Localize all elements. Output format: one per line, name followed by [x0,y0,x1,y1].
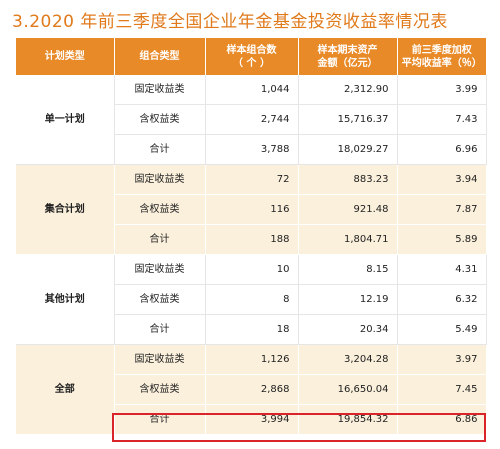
row-rate: 6.32 [397,284,487,315]
row-assets: 20.34 [298,314,398,345]
row-assets: 18,029.27 [298,134,398,165]
row-assets: 883.23 [298,164,398,195]
group-label-single: 单一计划 [16,75,115,165]
row-count: 1,126 [205,344,299,375]
row-rate: 7.45 [397,374,487,405]
header-plan-type: 计划类型 [16,38,115,75]
row-assets: 2,312.90 [298,75,398,105]
row-rate: 6.96 [397,134,487,165]
table-row: 含权益类 8 12.19 6.32 [16,284,487,315]
row-assets: 19,854.32 [298,404,398,435]
table-row: 含权益类 2,868 16,650.04 7.45 [16,374,487,405]
row-assets: 921.48 [298,194,398,225]
header-weighted-return-line2: 平均收益率（％） [401,57,482,69]
row-count: 3,788 [205,134,299,165]
row-assets: 15,716.37 [298,104,398,135]
row-type: 含权益类 [114,284,206,315]
row-type: 合计 [114,224,206,255]
row-type: 合计 [114,404,206,435]
header-sample-assets-line2: 金额（亿元） [317,57,378,69]
row-count: 188 [205,224,299,255]
header-weighted-return-line1: 前三季度加权 [411,44,472,56]
row-type: 含权益类 [114,194,206,225]
row-rate: 3.99 [397,75,487,105]
row-type: 固定收益类 [114,75,206,105]
header-sample-count-line2: （ 个 ） [233,57,270,69]
row-count: 2,868 [205,374,299,405]
row-assets: 16,650.04 [298,374,398,405]
row-rate: 7.43 [397,104,487,135]
row-count: 116 [205,194,299,225]
row-assets: 3,204.28 [298,344,398,375]
row-count: 1,044 [205,75,299,105]
row-type: 含权益类 [114,104,206,135]
header-sample-assets-line1: 样本期末资产 [317,44,378,56]
row-assets: 8.15 [298,254,398,285]
row-count: 2,744 [205,104,299,135]
row-rate: 3.97 [397,344,487,375]
table-row: 其他计划 固定收益类 10 8.15 4.31 [16,254,487,345]
row-count: 10 [205,254,299,285]
row-type: 合计 [114,314,206,345]
table-row: 合计 3,788 18,029.27 6.96 [16,134,487,165]
header-sample-assets: 样本期末资产 金额（亿元） [298,38,398,75]
row-count: 72 [205,164,299,195]
row-type: 固定收益类 [114,344,206,375]
group-label-all: 全部 [16,344,115,435]
row-rate: 3.94 [397,164,487,195]
table-row-total-highlighted: 合计 3,994 19,854.32 6.86 [16,404,487,435]
row-assets: 12.19 [298,284,398,315]
row-type: 固定收益类 [114,164,206,195]
header-sample-count: 样本组合数 （ 个 ） [205,38,299,75]
row-rate: 6.86 [397,404,487,435]
row-count: 3,994 [205,404,299,435]
row-rate: 7.87 [397,194,487,225]
row-type: 合计 [114,134,206,165]
row-type: 含权益类 [114,374,206,405]
row-rate: 4.31 [397,254,487,285]
returns-table: 计划类型 组合类型 样本组合数 （ 个 ） 样本期末资产 金额（亿元） 前三季度… [16,38,487,435]
table-row: 合计 18 20.34 5.49 [16,314,487,345]
row-type: 固定收益类 [114,254,206,285]
group-label-other: 其他计划 [16,254,115,345]
header-sample-count-line1: 样本组合数 [226,44,277,56]
row-count: 18 [205,314,299,345]
table-row: 单一计划 固定收益类 1,044 2,312.90 3.99 [16,75,487,165]
table-row: 全部 固定收益类 1,126 3,204.28 3.97 [16,344,487,435]
header-weighted-return: 前三季度加权 平均收益率（％） [397,38,486,75]
page-title: 3.2020 年前三季度全国企业年金基金投资收益率情况表 [12,12,448,32]
row-assets: 1,804.71 [298,224,398,255]
table-row: 含权益类 2,744 15,716.37 7.43 [16,104,487,135]
table-row: 含权益类 116 921.48 7.87 [16,194,487,225]
table-header-row: 计划类型 组合类型 样本组合数 （ 个 ） 样本期末资产 金额（亿元） 前三季度… [16,38,486,75]
row-rate: 5.49 [397,314,487,345]
group-label-collective: 集合计划 [16,164,115,255]
table-row: 合计 188 1,804.71 5.89 [16,224,487,255]
row-count: 8 [205,284,299,315]
header-portfolio-type: 组合类型 [114,38,206,75]
table-row: 集合计划 固定收益类 72 883.23 3.94 [16,164,487,255]
row-rate: 5.89 [397,224,487,255]
